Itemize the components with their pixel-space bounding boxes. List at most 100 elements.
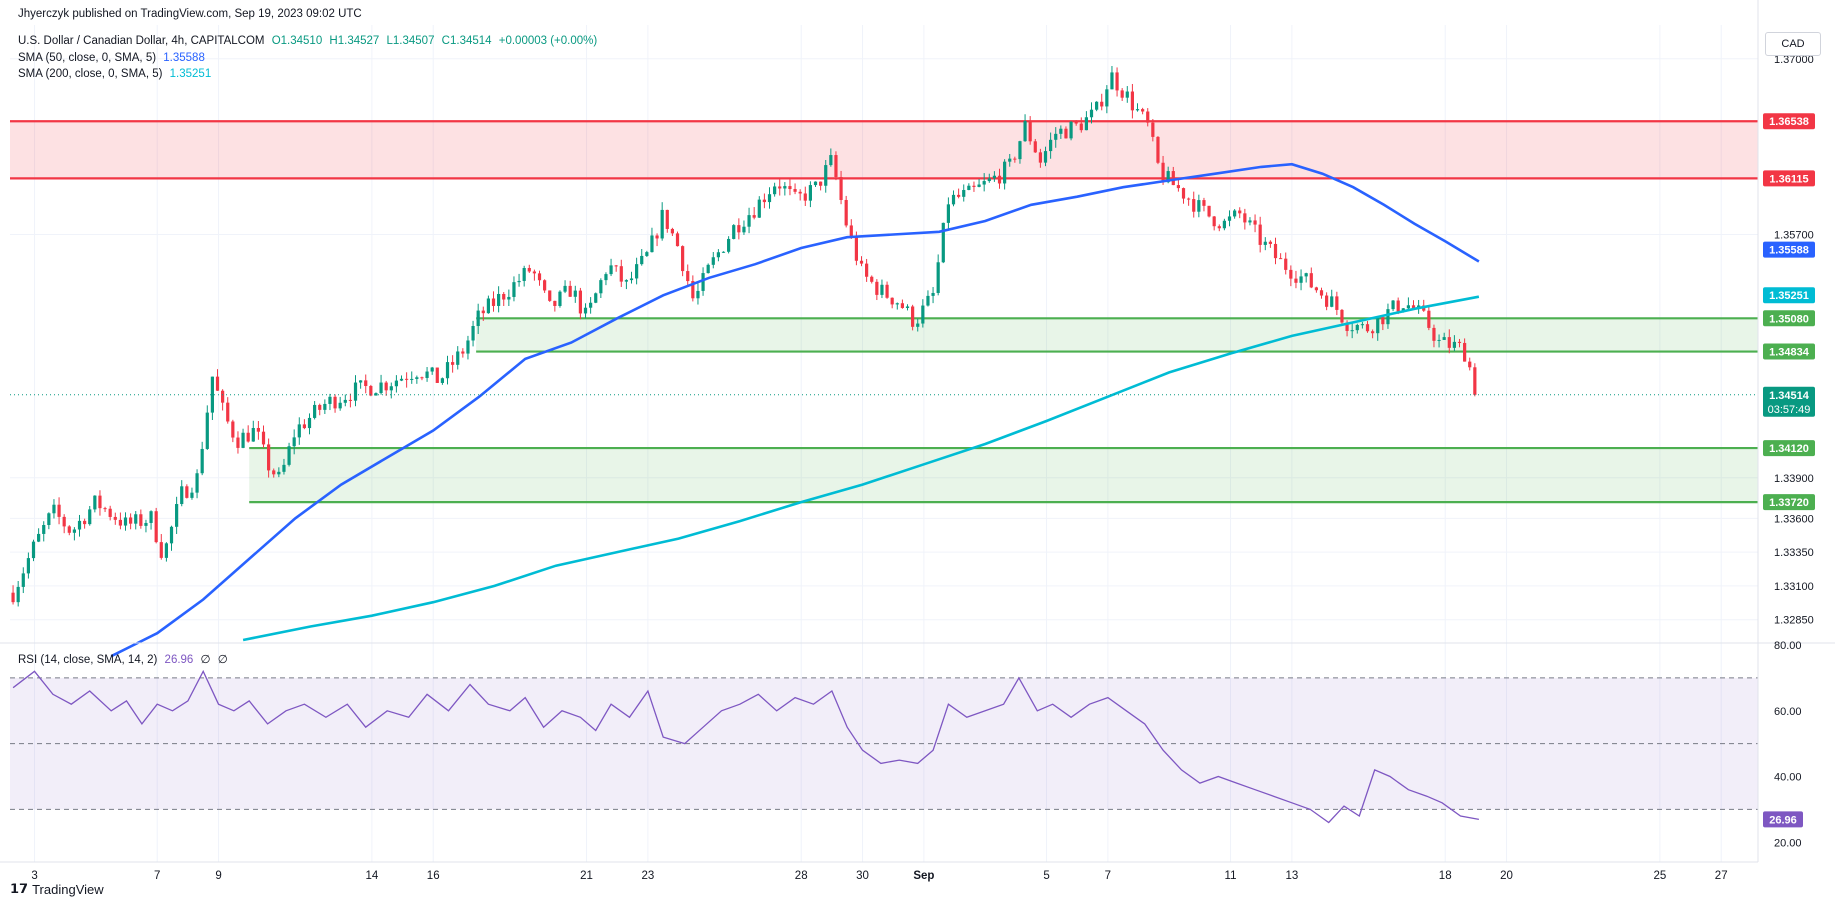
candle-79 bbox=[415, 375, 419, 384]
candle-110 bbox=[573, 285, 577, 303]
price-tick-6: 1.32850 bbox=[1774, 615, 1814, 627]
candle-52 bbox=[277, 467, 281, 478]
candle-body-113 bbox=[589, 302, 593, 308]
candle-180 bbox=[931, 287, 935, 304]
candle-65 bbox=[343, 394, 347, 407]
candle-body-281 bbox=[1447, 337, 1451, 348]
time-tick-12: 11 bbox=[1225, 870, 1237, 882]
candle-body-53 bbox=[282, 464, 286, 472]
rsi-line bbox=[12, 669, 1480, 824]
candle-body-124 bbox=[645, 252, 649, 256]
candle-body-127 bbox=[660, 209, 664, 239]
candle-207 bbox=[1069, 120, 1073, 141]
candle-157 bbox=[813, 181, 818, 187]
currency-button[interactable]: CAD bbox=[1765, 32, 1821, 56]
candle-body-187 bbox=[967, 185, 971, 190]
candle-47 bbox=[251, 420, 255, 442]
candle-body-37 bbox=[200, 448, 204, 474]
candle-260 bbox=[1340, 308, 1344, 326]
candle-body-78 bbox=[410, 378, 414, 380]
time-tick-13: 13 bbox=[1285, 870, 1298, 882]
candle-158 bbox=[819, 181, 823, 191]
candle-144 bbox=[747, 207, 751, 234]
candle-39 bbox=[210, 376, 214, 421]
candle-146 bbox=[757, 196, 761, 218]
candle-94 bbox=[491, 291, 496, 312]
candle-75 bbox=[394, 375, 398, 393]
candle-body-40 bbox=[215, 376, 220, 391]
price-label-bg-7 bbox=[1763, 440, 1815, 457]
candle-21 bbox=[118, 512, 122, 530]
candle-body-182 bbox=[941, 222, 945, 263]
candle-126 bbox=[655, 233, 659, 247]
candle-body-184 bbox=[951, 194, 956, 205]
time-tick-7: 28 bbox=[795, 870, 808, 882]
candle-body-273 bbox=[1406, 305, 1410, 309]
time-tick-6: 23 bbox=[641, 870, 654, 882]
candle-71 bbox=[374, 392, 378, 396]
candle-243 bbox=[1253, 214, 1257, 233]
candle-body-103 bbox=[537, 273, 542, 281]
candle-body-271 bbox=[1396, 300, 1400, 312]
rsi-current-text: 26.96 bbox=[1769, 814, 1797, 826]
candle-body-180 bbox=[931, 292, 935, 296]
candle-body-172 bbox=[890, 297, 894, 305]
candle-body-151 bbox=[783, 186, 787, 189]
candle-107 bbox=[558, 290, 562, 308]
candle-18 bbox=[103, 506, 107, 513]
candle-body-214 bbox=[1105, 89, 1109, 107]
candle-body-153 bbox=[793, 189, 797, 192]
candle-body-99 bbox=[517, 280, 521, 283]
candle-body-57 bbox=[302, 424, 306, 429]
ohlc-open: O1.34510 bbox=[271, 35, 323, 47]
price-axis: 1.37000 1.35700 1.33900 1.33600 1.33350 1.331… bbox=[1757, 0, 1815, 862]
candle-body-152 bbox=[788, 186, 792, 190]
candle-body-75 bbox=[394, 380, 398, 387]
footer-brand[interactable]: 𝟭𝟳 TradingView bbox=[10, 881, 104, 897]
candle-236 bbox=[1217, 224, 1221, 232]
candle-body-83 bbox=[435, 367, 439, 383]
candle-196 bbox=[1013, 156, 1017, 163]
candle-89 bbox=[466, 335, 470, 360]
candle-body-64 bbox=[338, 402, 342, 409]
candle-body-185 bbox=[957, 194, 961, 197]
candle-286 bbox=[1473, 363, 1477, 397]
candle-249 bbox=[1284, 252, 1288, 275]
candle-163 bbox=[844, 195, 848, 228]
sma50-legend[interactable]: SMA (50, close, 0, SMA, 5) 1.35588 bbox=[18, 52, 209, 64]
candle-body-223 bbox=[1151, 122, 1155, 137]
candle-body-205 bbox=[1059, 128, 1063, 134]
candle-30 bbox=[164, 542, 168, 562]
candle-body-41 bbox=[221, 390, 225, 403]
candle-body-34 bbox=[185, 486, 189, 498]
candle-body-116 bbox=[604, 274, 608, 281]
rsi-pane bbox=[10, 669, 1758, 824]
candle-155 bbox=[803, 186, 807, 206]
symbol-legend[interactable]: U.S. Dollar / Canadian Dollar, 4h, CAPIT… bbox=[18, 35, 601, 47]
grid-lines bbox=[10, 25, 1758, 862]
candle-232 bbox=[1197, 194, 1201, 218]
candle-body-122 bbox=[635, 264, 639, 279]
candle-body-126 bbox=[655, 235, 659, 239]
candle-body-42 bbox=[226, 402, 230, 422]
candle-body-107 bbox=[558, 291, 562, 306]
candle-227 bbox=[1171, 166, 1175, 186]
candle-body-165 bbox=[854, 236, 858, 261]
candle-77 bbox=[405, 372, 409, 388]
candle-224 bbox=[1156, 136, 1160, 165]
candle-222 bbox=[1146, 108, 1150, 127]
candle-96 bbox=[502, 292, 506, 306]
candle-body-150 bbox=[778, 186, 782, 189]
candle-body-161 bbox=[834, 155, 838, 178]
sma200-legend[interactable]: SMA (200, close, 0, SMA, 5) 1.35251 bbox=[18, 68, 215, 80]
candle-193 bbox=[997, 168, 1002, 189]
candle-body-31 bbox=[169, 526, 174, 544]
candle-body-267 bbox=[1376, 317, 1380, 334]
candle-body-61 bbox=[323, 403, 327, 410]
rsi-legend[interactable]: RSI (14, close, SMA, 14, 2) 26.96 ∅ ∅ bbox=[18, 652, 232, 666]
candle-12 bbox=[72, 527, 76, 541]
candle-195 bbox=[1008, 153, 1012, 167]
publisher-text: Jhyerczyk published on TradingView.com, … bbox=[18, 8, 362, 20]
candle-body-137 bbox=[711, 257, 715, 265]
